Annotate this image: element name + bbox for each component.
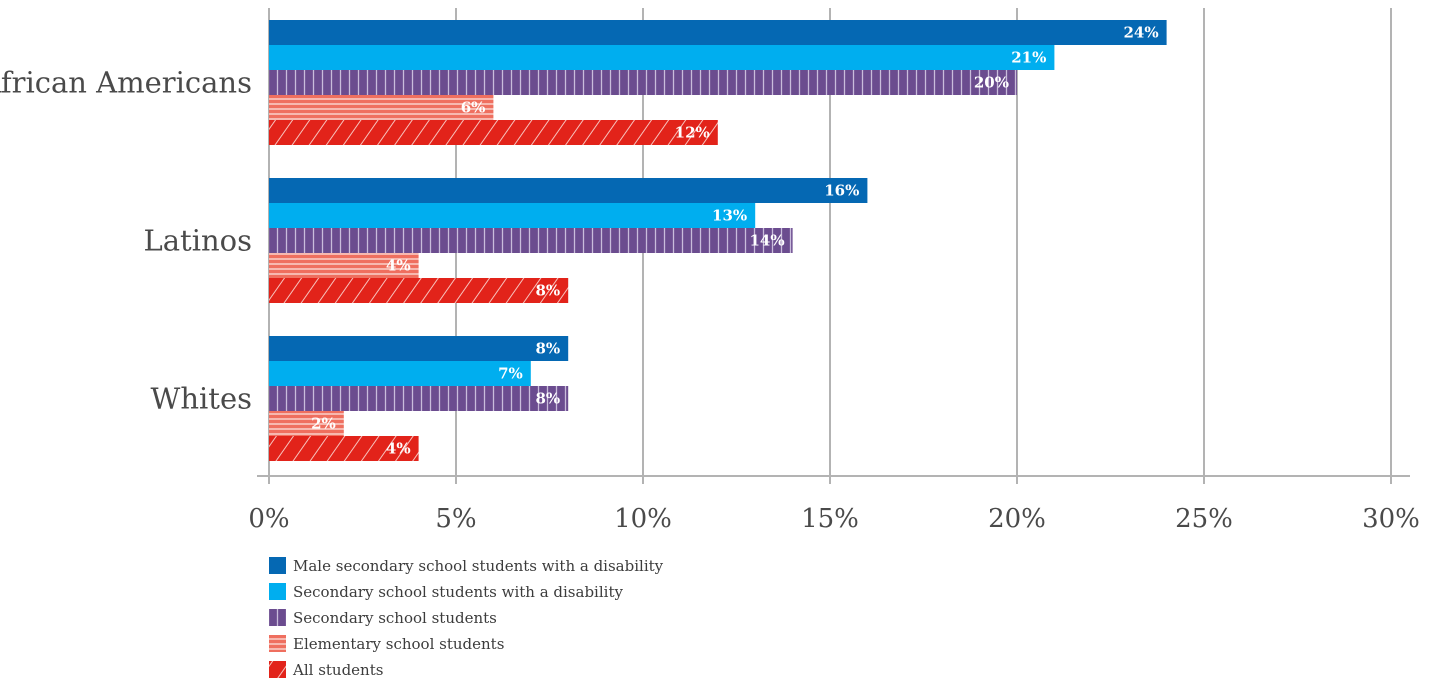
- legend-swatch: [269, 635, 286, 652]
- legend-swatch: [269, 557, 286, 574]
- bar-value-label: 14%: [749, 232, 784, 250]
- legend-swatch: [269, 661, 286, 678]
- bar: [269, 70, 1017, 95]
- bar-value-label: 16%: [824, 182, 859, 200]
- bar-value-label: 2%: [311, 415, 336, 433]
- bar-value-label: 6%: [461, 99, 486, 117]
- legend-label: Elementary school students: [293, 635, 504, 653]
- bar-value-label: 20%: [974, 74, 1009, 92]
- legend-label: Secondary school students with a disabil…: [293, 583, 623, 601]
- x-tick-label: 20%: [988, 504, 1046, 534]
- category-label: African Americans: [0, 66, 252, 100]
- bar: [269, 386, 569, 411]
- bar: [269, 278, 569, 303]
- legend-swatch: [269, 583, 286, 600]
- bar: [269, 436, 419, 461]
- bar: [269, 20, 1167, 45]
- x-tick-label: 5%: [435, 504, 476, 534]
- bar: [269, 203, 756, 228]
- bar: [269, 45, 1055, 70]
- bar: [269, 336, 569, 361]
- bar-value-label: 4%: [386, 440, 411, 458]
- x-tick-label: 30%: [1362, 504, 1420, 534]
- bar: [269, 178, 868, 203]
- data-labels: 24% 21%20% 6% 12% 16% 13%14% 4% 8% 8% 7% 8% 2% 4%: [311, 24, 1159, 458]
- bar: [269, 95, 494, 120]
- category-label: Whites: [151, 382, 252, 416]
- bar-value-label: 24%: [1123, 24, 1158, 42]
- bar-value-label: 8%: [535, 282, 560, 300]
- category-label: Latinos: [144, 224, 253, 258]
- bar-value-label: 7%: [498, 365, 523, 383]
- legend: Male secondary school students with a di…: [269, 557, 664, 679]
- bar-value-label: 21%: [1011, 49, 1046, 67]
- legend-label: All students: [292, 661, 383, 679]
- category-labels: African Americans Latinos Whites: [0, 66, 252, 416]
- bar: [269, 361, 531, 386]
- bar-value-label: 13%: [712, 207, 747, 225]
- bar-value-label: 12%: [675, 124, 710, 142]
- bar: [269, 228, 793, 253]
- bar: [269, 120, 718, 145]
- legend-label: Secondary school students: [293, 609, 497, 627]
- bar: [269, 411, 344, 436]
- legend-swatch: [269, 609, 286, 626]
- bar: [269, 253, 419, 278]
- x-axis: 0% 5% 10% 15% 20% 25% 30%: [248, 475, 1420, 534]
- bar-value-label: 8%: [535, 340, 560, 358]
- x-tick-label: 10%: [614, 504, 672, 534]
- bars: [269, 20, 1167, 461]
- bar-value-label: 4%: [386, 257, 411, 275]
- legend-label: Male secondary school students with a di…: [293, 557, 664, 575]
- bar-value-label: 8%: [535, 390, 560, 408]
- x-tick-label: 0%: [248, 504, 289, 534]
- x-tick-label: 25%: [1175, 504, 1233, 534]
- x-tick-label: 15%: [801, 504, 859, 534]
